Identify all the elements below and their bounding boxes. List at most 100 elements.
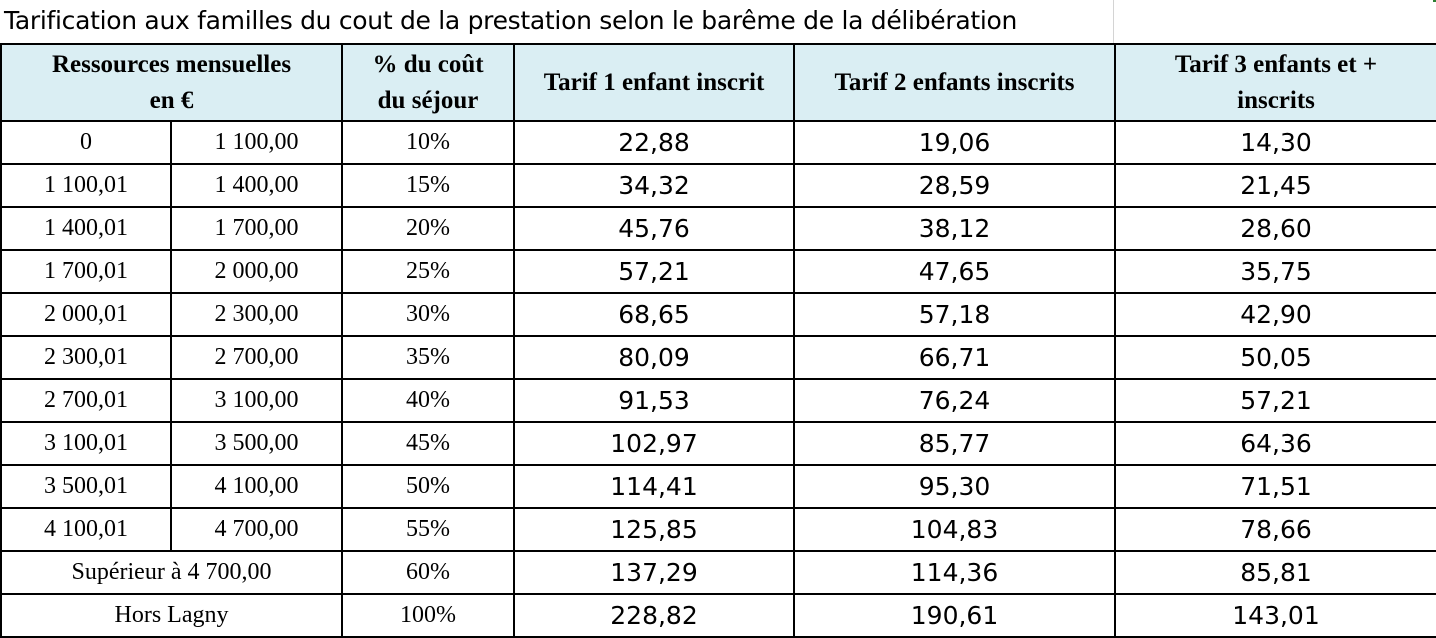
table-row: 2 000,01 2 300,00 30% 68,65 57,18 42,90 <box>0 292 1436 337</box>
resource-min-cell: 1 100,01 <box>0 163 172 208</box>
tarif3-cell: 21,45 <box>1114 163 1436 208</box>
header-percent-line1: % du coût <box>372 50 484 78</box>
table-row: 1 400,01 1 700,00 20% 45,76 38,12 28,60 <box>0 206 1436 251</box>
resource-max-cell: 2 000,00 <box>169 249 344 294</box>
table-row: Supérieur à 4 700,00 60% 137,29 114,36 85,81 <box>0 550 1436 595</box>
header-resources-line1: Ressources mensuelles <box>51 50 292 78</box>
header-resources: Ressources mensuelles en € <box>0 43 344 122</box>
header-percent: % du coût du séjour <box>341 43 516 122</box>
resource-max-cell: 3 500,00 <box>169 421 344 466</box>
tarif1-cell: 114,41 <box>513 464 796 509</box>
tarif2-cell: 28,59 <box>793 163 1117 208</box>
tarif1-cell: 57,21 <box>513 249 796 294</box>
resource-min-cell: 3 500,01 <box>0 464 172 509</box>
header-resources-line2: en € <box>149 86 194 114</box>
header-tarif3: Tarif 3 enfants et + inscrits <box>1114 43 1436 122</box>
tarif2-cell: 19,06 <box>793 120 1117 165</box>
tarif3-cell: 42,90 <box>1114 292 1436 337</box>
tarif3-cell: 64,36 <box>1114 421 1436 466</box>
resource-min-cell: 2 300,01 <box>0 335 172 380</box>
resource-min-cell: 1 400,01 <box>0 206 172 251</box>
tarif2-cell: 85,77 <box>793 421 1117 466</box>
resource-max-cell: 4 700,00 <box>169 507 344 552</box>
resource-min-cell: 3 100,01 <box>0 421 172 466</box>
table-row: 2 300,01 2 700,00 35% 80,09 66,71 50,05 <box>0 335 1436 380</box>
resource-max-cell: 2 700,00 <box>169 335 344 380</box>
table-row: 2 700,01 3 100,00 40% 91,53 76,24 57,21 <box>0 378 1436 423</box>
tarif3-cell: 85,81 <box>1114 550 1436 595</box>
resource-max-cell: 2 300,00 <box>169 292 344 337</box>
tarif1-cell: 80,09 <box>513 335 796 380</box>
resource-max-cell: 3 100,00 <box>169 378 344 423</box>
sheet-title: Tarification aux familles du cout de la … <box>4 6 1018 35</box>
cell-gridline <box>1113 0 1114 43</box>
tarif3-cell: 50,05 <box>1114 335 1436 380</box>
tarif1-cell: 137,29 <box>513 550 796 595</box>
tarif2-cell: 57,18 <box>793 292 1117 337</box>
tarif1-cell: 102,97 <box>513 421 796 466</box>
resource-min-cell: 1 700,01 <box>0 249 172 294</box>
header-tarif1: Tarif 1 enfant inscrit <box>513 43 796 122</box>
resource-min-cell: 2 700,01 <box>0 378 172 423</box>
table-row: 3 500,01 4 100,00 50% 114,41 95,30 71,51 <box>0 464 1436 509</box>
tarif1-cell: 34,32 <box>513 163 796 208</box>
tarif3-cell: 71,51 <box>1114 464 1436 509</box>
table-row: 1 100,01 1 400,00 15% 34,32 28,59 21,45 <box>0 163 1436 208</box>
table-row: Hors Lagny 100% 228,82 190,61 143,01 <box>0 593 1436 638</box>
resource-range-cell: Hors Lagny <box>0 593 344 638</box>
resource-max-cell: 1 400,00 <box>169 163 344 208</box>
percent-cell: 45% <box>341 421 516 466</box>
resource-range-cell: Supérieur à 4 700,00 <box>0 550 344 595</box>
header-tarif3-line2: inscrits <box>1237 86 1315 114</box>
tarif2-cell: 47,65 <box>793 249 1117 294</box>
header-percent-line2: du séjour <box>377 86 479 114</box>
table-row: 1 700,01 2 000,00 25% 57,21 47,65 35,75 <box>0 249 1436 294</box>
resource-min-cell: 2 000,01 <box>0 292 172 337</box>
tarif2-cell: 114,36 <box>793 550 1117 595</box>
selection-marker <box>1433 0 1436 2</box>
tarif2-cell: 76,24 <box>793 378 1117 423</box>
tarif3-cell: 35,75 <box>1114 249 1436 294</box>
percent-cell: 30% <box>341 292 516 337</box>
header-tarif3-line1: Tarif 3 enfants et + <box>1174 50 1378 78</box>
tarif1-cell: 45,76 <box>513 206 796 251</box>
percent-cell: 20% <box>341 206 516 251</box>
title-row: Tarification aux familles du cout de la … <box>0 0 1436 43</box>
percent-cell: 15% <box>341 163 516 208</box>
tarif1-cell: 125,85 <box>513 507 796 552</box>
tarif2-cell: 38,12 <box>793 206 1117 251</box>
percent-cell: 100% <box>341 593 516 638</box>
percent-cell: 60% <box>341 550 516 595</box>
tarif3-cell: 143,01 <box>1114 593 1436 638</box>
percent-cell: 40% <box>341 378 516 423</box>
tarif1-cell: 68,65 <box>513 292 796 337</box>
tarif3-cell: 28,60 <box>1114 206 1436 251</box>
resource-min-cell: 0 <box>0 120 172 165</box>
percent-cell: 35% <box>341 335 516 380</box>
header-tarif2: Tarif 2 enfants inscrits <box>793 43 1117 122</box>
tarif2-cell: 66,71 <box>793 335 1117 380</box>
tarif2-cell: 190,61 <box>793 593 1117 638</box>
resource-max-cell: 1 100,00 <box>169 120 344 165</box>
tarif2-cell: 104,83 <box>793 507 1117 552</box>
resource-max-cell: 1 700,00 <box>169 206 344 251</box>
tarif2-cell: 95,30 <box>793 464 1117 509</box>
percent-cell: 55% <box>341 507 516 552</box>
header-row: Ressources mensuelles en € % du coût du … <box>0 43 1436 122</box>
tarif3-cell: 78,66 <box>1114 507 1436 552</box>
tarif1-cell: 228,82 <box>513 593 796 638</box>
tarif1-cell: 91,53 <box>513 378 796 423</box>
tarif3-cell: 14,30 <box>1114 120 1436 165</box>
percent-cell: 50% <box>341 464 516 509</box>
tarif3-cell: 57,21 <box>1114 378 1436 423</box>
table-row: 3 100,01 3 500,00 45% 102,97 85,77 64,36 <box>0 421 1436 466</box>
tarif-table: Ressources mensuelles en € % du coût du … <box>0 43 1436 638</box>
resource-max-cell: 4 100,00 <box>169 464 344 509</box>
percent-cell: 25% <box>341 249 516 294</box>
resource-min-cell: 4 100,01 <box>0 507 172 552</box>
percent-cell: 10% <box>341 120 516 165</box>
table-row: 4 100,01 4 700,00 55% 125,85 104,83 78,66 <box>0 507 1436 552</box>
tarif1-cell: 22,88 <box>513 120 796 165</box>
